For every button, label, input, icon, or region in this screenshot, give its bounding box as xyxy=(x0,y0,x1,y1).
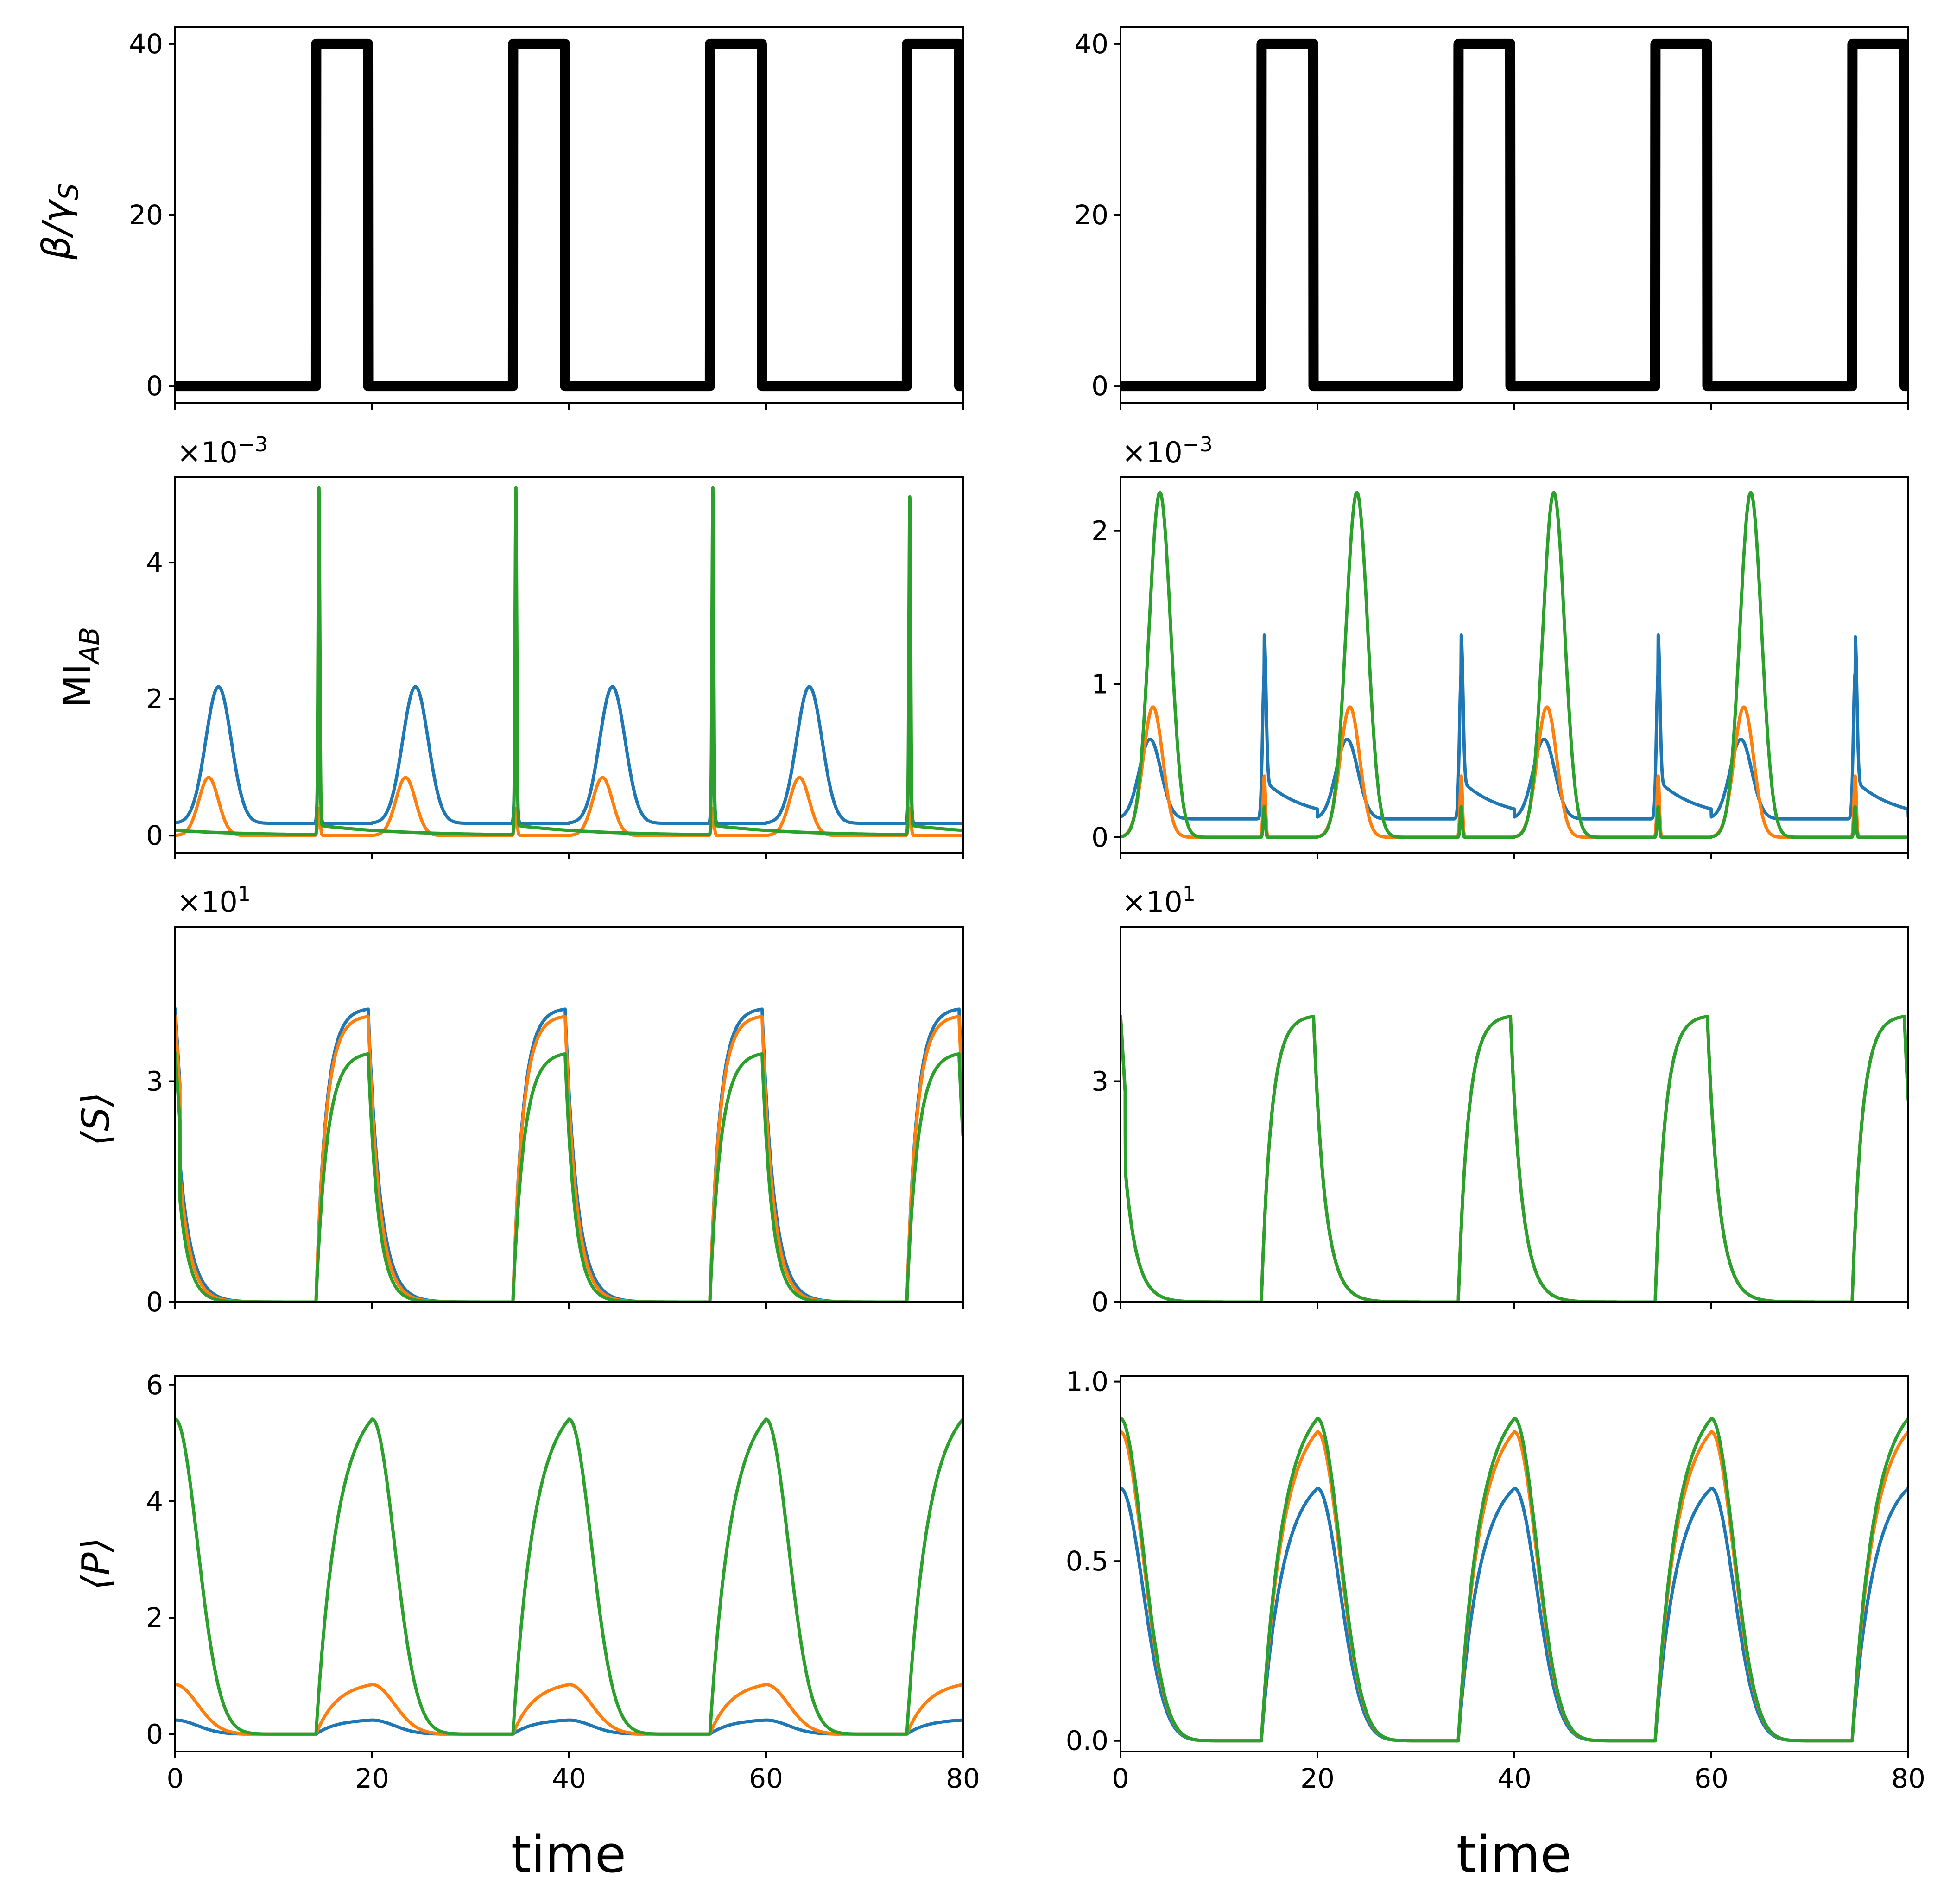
ytick-label-p-right-2: 1.0 xyxy=(1066,1366,1108,1398)
ytick-label-beta-left-1: 20 xyxy=(129,199,163,231)
series-mi-right-blue xyxy=(1121,633,1908,821)
xtick-label-p-left-2: 40 xyxy=(552,1763,586,1794)
series-p-left-orange xyxy=(175,1683,963,1736)
series-group-mi-left xyxy=(175,486,963,837)
ytick-label-mi-right-0: 0 xyxy=(1091,822,1108,853)
series-beta-right-beta xyxy=(1121,38,1908,392)
series-mi-right-green xyxy=(1121,491,1908,839)
series-s-right-blue xyxy=(1121,1015,1908,1302)
series-group-mi-right xyxy=(1121,491,1908,839)
ylabel-mi: MIAB xyxy=(56,627,105,708)
ytick-label-beta-right-0: 0 xyxy=(1091,370,1108,402)
offset-mi-left-exp: −3 xyxy=(238,433,268,456)
series-group-beta-left xyxy=(175,38,963,392)
xlabel-right: time xyxy=(1456,1825,1572,1884)
ytick-label-beta-right-2: 40 xyxy=(1074,28,1108,60)
axes-frame-mi-left xyxy=(174,476,964,854)
ylabel-p: ⟨P⟩ xyxy=(74,1537,118,1590)
ytick-label-beta-left-2: 40 xyxy=(129,28,163,60)
panel-p-right: 0.0 0.5 1.0 0 20 40 60 80 xyxy=(1066,1366,1925,1794)
series-p-right-blue xyxy=(1121,1487,1908,1743)
ytick-label-s-left-0: 0 xyxy=(146,1286,163,1318)
series-group-s-right xyxy=(1121,1015,1908,1302)
ytick-label-mi-left-0: 0 xyxy=(146,820,163,851)
ylabel-s: ⟨S⟩ xyxy=(74,1092,118,1146)
offset-mi-right: ×10−3 xyxy=(1122,433,1213,469)
panel-beta-right: 0 20 40 xyxy=(1074,26,1909,410)
ylabel-beta: β/γS xyxy=(35,183,84,260)
series-s-right-green xyxy=(1121,1015,1908,1302)
ytick-label-p-left-0: 0 xyxy=(146,1718,163,1750)
ytick-label-mi-right-2: 2 xyxy=(1091,515,1108,547)
ytick-label-p-left-3: 6 xyxy=(146,1369,163,1401)
ytick-label-s-right-0: 0 xyxy=(1091,1286,1108,1318)
offset-mi-left: ×10−3 xyxy=(177,433,268,469)
ytick-label-beta-right-1: 20 xyxy=(1074,199,1108,231)
offset-s-right-base: ×10 xyxy=(1122,885,1183,919)
panel-mi-left: 0 2 4 xyxy=(146,476,964,859)
ytick-label-p-left-1: 2 xyxy=(146,1602,163,1633)
ylabel-mi-main: MI xyxy=(56,664,100,708)
ytick-label-mi-left-2: 4 xyxy=(146,547,163,578)
ytick-label-s-right-1: 3 xyxy=(1091,1066,1108,1097)
panel-beta-left: 0 20 40 xyxy=(129,26,964,410)
ylabel-mi-sub: AB xyxy=(74,627,105,665)
xtick-label-p-left-0: 0 xyxy=(167,1763,184,1794)
ytick-label-beta-left-0: 0 xyxy=(146,370,163,402)
panel-mi-right: 0 1 2 xyxy=(1091,476,1909,859)
ylabel-beta-sub: S xyxy=(53,183,84,200)
offset-mi-right-exp: −3 xyxy=(1183,433,1213,456)
axes-frame-p-left xyxy=(174,1375,964,1752)
offset-s-left-base: ×10 xyxy=(177,885,238,919)
ytick-label-p-right-0: 0.0 xyxy=(1066,1725,1108,1757)
panel-s-left: 03 xyxy=(146,926,964,1318)
series-beta-left-beta xyxy=(175,38,963,392)
offset-s-right-exp: 1 xyxy=(1183,882,1196,906)
offset-s-left-exp: 1 xyxy=(238,882,251,906)
xtick-label-p-left-1: 20 xyxy=(355,1763,389,1794)
offset-mi-right-base: ×10 xyxy=(1122,436,1183,469)
xtick-label-p-right-1: 20 xyxy=(1300,1763,1335,1794)
ytick-label-mi-left-1: 2 xyxy=(146,683,163,715)
series-p-left-green xyxy=(175,1417,963,1736)
ylabel-s-main: ⟨S⟩ xyxy=(74,1092,118,1146)
ytick-label-p-right-1: 0.5 xyxy=(1066,1545,1108,1577)
series-p-right-orange xyxy=(1121,1430,1908,1743)
ytick-label-s-left-1: 3 xyxy=(146,1066,163,1097)
series-group-beta-right xyxy=(1121,38,1908,392)
xtick-label-p-left-4: 80 xyxy=(946,1763,980,1794)
ylabel-beta-main: β/γ xyxy=(35,198,79,260)
ylabel-p-main: ⟨P⟩ xyxy=(74,1537,118,1590)
offset-mi-left-base: ×10 xyxy=(177,436,238,469)
ytick-label-p-left-2: 4 xyxy=(146,1486,163,1517)
xlabel-left: time xyxy=(511,1825,627,1884)
xtick-label-p-right-3: 60 xyxy=(1694,1763,1728,1794)
series-group-p-left xyxy=(175,1417,963,1736)
series-mi-left-blue xyxy=(175,685,963,825)
xtick-label-p-left-3: 60 xyxy=(749,1763,783,1794)
series-p-right-green xyxy=(1121,1417,1908,1743)
series-mi-left-orange xyxy=(175,776,963,837)
axes-frame-mi-right xyxy=(1120,476,1909,854)
offset-s-right: ×101 xyxy=(1122,882,1196,919)
series-group-s-left xyxy=(175,1007,963,1302)
series-mi-left-green xyxy=(175,486,963,836)
series-s-right-orange xyxy=(1121,1015,1908,1302)
offset-s-left: ×101 xyxy=(177,882,251,919)
panel-s-right: 03 xyxy=(1091,926,1909,1318)
ytick-label-mi-right-1: 1 xyxy=(1091,668,1108,700)
xtick-label-p-right-2: 40 xyxy=(1497,1763,1532,1794)
xtick-label-p-right-4: 80 xyxy=(1891,1763,1925,1794)
xtick-label-p-right-0: 0 xyxy=(1112,1763,1129,1794)
series-group-p-right xyxy=(1121,1417,1908,1743)
